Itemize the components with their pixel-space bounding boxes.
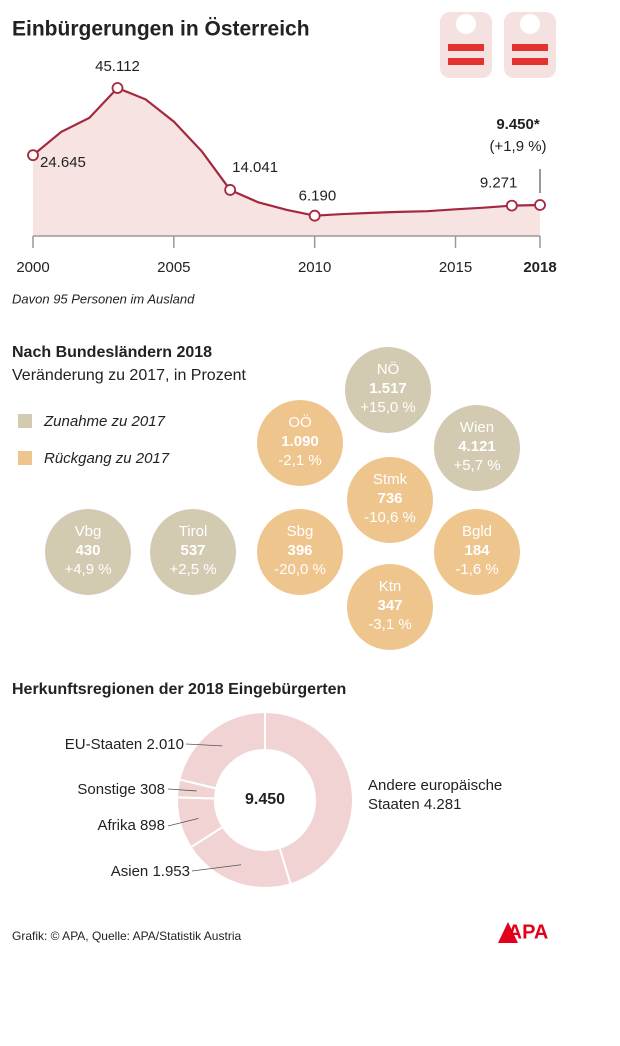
section-subtitle: Veränderung zu 2017, in Prozent — [12, 367, 247, 384]
segment-name: Sonstige — [77, 781, 136, 798]
area — [33, 88, 540, 236]
bubble-value: 4.121 — [458, 438, 496, 455]
segment-label: Sonstige 308 — [20, 780, 165, 799]
segment-label: Asien 1.953 — [20, 862, 190, 881]
x-tick-label: 2000 — [16, 259, 49, 276]
segment-value: 2.010 — [146, 736, 184, 753]
bubble-name: Vbg — [75, 523, 102, 540]
bubble-value: 430 — [75, 542, 100, 559]
x-tick-label: 2005 — [157, 259, 190, 276]
logo: APA — [508, 921, 549, 943]
point — [505, 199, 518, 212]
segment-value: 1.953 — [152, 863, 190, 880]
value-label: 45.112 — [95, 58, 140, 75]
icon-people — [440, 12, 556, 78]
bubble — [257, 509, 343, 595]
bubble-value: 1.090 — [281, 433, 319, 450]
bubble-value: 347 — [377, 597, 402, 614]
bubble — [434, 509, 520, 595]
legend-swatch — [18, 414, 32, 428]
chart-title: Einbürgerungen in Österreich — [12, 18, 310, 41]
x-tick-label: 2010 — [298, 259, 331, 276]
value-label: 14.041 — [232, 159, 278, 176]
donut-segment — [264, 710, 354, 886]
section-title: Herkunftsregionen der 2018 Eingebürgerte… — [12, 681, 346, 698]
segment-label: EU-Staaten 2.010 — [20, 735, 184, 754]
bubble — [45, 509, 131, 595]
leader — [185, 743, 223, 747]
segment-value: 898 — [139, 817, 165, 834]
bubble-change: +15,0 % — [360, 399, 415, 416]
bubble-change: +5,7 % — [453, 457, 500, 474]
bubble-name: Bgld — [462, 523, 492, 540]
bubble-value: 1.517 — [369, 380, 407, 397]
bubble-change: -3,1 % — [368, 616, 411, 633]
bubble-name: OÖ — [288, 413, 311, 431]
legend-swatch — [18, 451, 32, 465]
point — [308, 209, 321, 222]
bubble-value: 736 — [377, 490, 402, 507]
segment-value: 308 — [139, 781, 165, 798]
logo-mark — [498, 922, 518, 943]
bubble-name: NÖ — [377, 360, 400, 378]
point — [224, 184, 237, 196]
value-label: 9.271 — [480, 175, 518, 192]
annotation: (+1,9 %) — [489, 138, 546, 155]
segment-name: Andere europäische Staaten — [368, 777, 503, 813]
segment-label: Afrika 898 — [20, 816, 165, 835]
bubble — [150, 509, 236, 595]
segment-name: EU-Staaten — [64, 736, 143, 753]
bubble-value: 184 — [464, 542, 490, 559]
bubble-change: -2,1 % — [278, 452, 321, 469]
x-tick-label: 2015 — [439, 259, 472, 276]
legend-label: Rückgang zu 2017 — [44, 450, 170, 467]
bubble-change: -1,6 % — [455, 561, 498, 578]
leader — [191, 864, 242, 872]
bubble-name: Stmk — [373, 471, 408, 488]
bubble-name: Sbg — [287, 523, 314, 540]
donut-segment — [178, 710, 266, 790]
bubble — [345, 347, 431, 433]
footnote: Davon 95 Personen im Ausland — [12, 291, 195, 306]
leader — [167, 817, 199, 827]
segment-name: Asien — [110, 863, 149, 880]
x-tick-label: 2018 — [523, 259, 556, 276]
section-title: Nach Bundesländern 2018 — [12, 344, 212, 361]
bubble — [257, 400, 343, 486]
segment-value: 4.281 — [423, 796, 462, 813]
point — [534, 199, 546, 211]
bubble-change: +2,5 % — [169, 561, 216, 578]
value-label: 9.450* — [496, 116, 540, 133]
source: Grafik: © APA, Quelle: APA/Statistik Aus… — [12, 929, 241, 943]
bubble-name: Tirol — [179, 523, 208, 540]
bubble-name: Ktn — [379, 578, 402, 595]
bubble-change: -10,6 % — [364, 509, 416, 526]
value-label: 24.645 — [40, 154, 86, 171]
segment-name: Afrika — [97, 817, 136, 834]
bubble-change: -20,0 % — [274, 561, 326, 578]
leader — [167, 788, 197, 792]
bubble — [347, 564, 433, 650]
legend-label: Zunahme zu 2017 — [43, 413, 166, 430]
point — [111, 82, 124, 94]
bubble-value: 396 — [287, 542, 312, 559]
bubble-change: +4,9 % — [64, 561, 111, 578]
bubble — [347, 457, 433, 543]
value-label: 6.190 — [299, 188, 337, 205]
segment-label: Andere europäische Staaten 4.281 — [368, 776, 558, 814]
bubble-value: 537 — [180, 542, 205, 559]
point — [27, 149, 39, 162]
bubble — [434, 405, 520, 491]
bubble-name: Wien — [460, 419, 494, 436]
center-label: 9.450 — [245, 791, 285, 808]
